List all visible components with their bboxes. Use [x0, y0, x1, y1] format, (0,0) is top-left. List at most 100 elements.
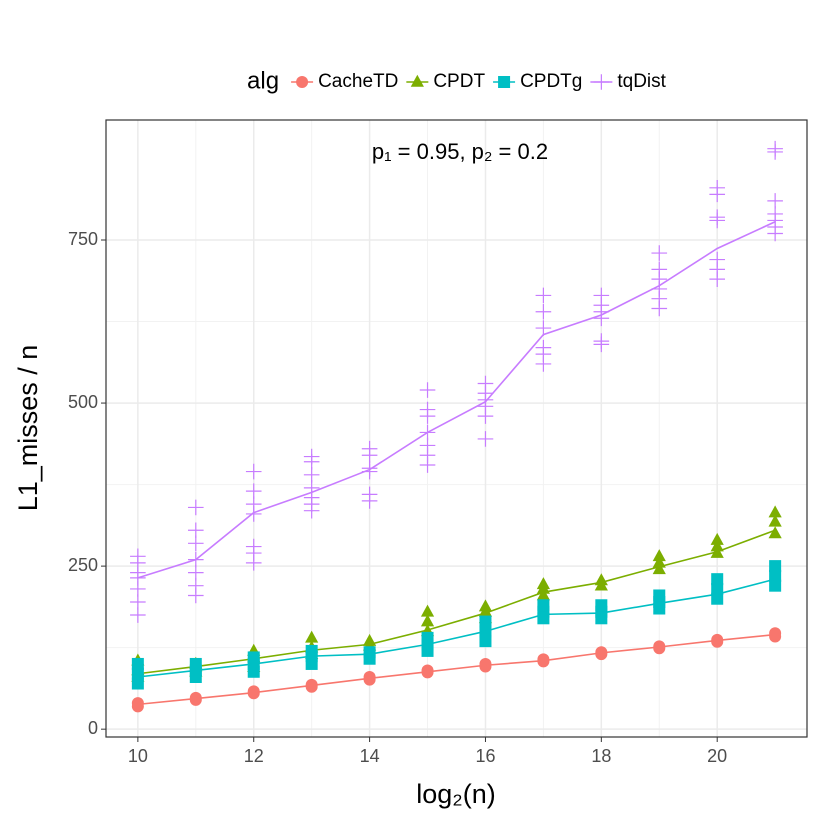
point — [479, 657, 492, 670]
x-tick-label: 20 — [707, 746, 727, 766]
point — [361, 440, 378, 457]
point — [536, 588, 551, 601]
point — [421, 631, 434, 644]
point — [595, 599, 608, 612]
legend-label: tqDist — [617, 71, 666, 92]
point — [245, 463, 262, 480]
y-axis-title: L1_misses / n — [13, 345, 43, 512]
point — [245, 496, 262, 512]
point — [535, 339, 552, 356]
point — [652, 555, 666, 568]
point — [535, 320, 552, 336]
legend-item: CacheTD — [291, 71, 398, 92]
point — [709, 180, 726, 196]
series-line — [137, 633, 776, 706]
point — [768, 505, 782, 518]
series-line — [137, 529, 776, 675]
grid — [106, 120, 807, 737]
point — [363, 670, 376, 683]
point — [769, 579, 782, 592]
point — [421, 664, 434, 677]
point — [189, 657, 202, 670]
legend: alg CacheTD CPDT CPDTg tqDist — [247, 67, 667, 94]
point — [130, 594, 146, 610]
y-tick-label: 250 — [68, 555, 98, 575]
legend-key — [410, 74, 424, 87]
legend-label: CPDT — [433, 71, 485, 92]
point — [769, 627, 782, 640]
point — [247, 651, 260, 664]
point — [187, 564, 204, 581]
point — [709, 209, 726, 225]
point — [711, 592, 724, 605]
legend-item: tqDist — [590, 71, 667, 92]
point — [767, 206, 783, 222]
legend-label: CacheTD — [318, 71, 398, 92]
point — [652, 549, 666, 562]
legend-item: CPDT — [406, 71, 485, 92]
point — [361, 460, 378, 477]
y-tick-label: 0 — [88, 718, 98, 738]
panel-border — [105, 119, 808, 738]
point — [187, 535, 204, 552]
x-axis-title: log₂(n) — [416, 779, 496, 809]
point — [130, 548, 146, 565]
point — [479, 615, 492, 628]
point — [245, 483, 262, 499]
point — [537, 599, 550, 612]
point — [247, 665, 260, 678]
point — [535, 303, 552, 320]
point — [651, 261, 668, 278]
point — [710, 539, 724, 552]
point — [535, 287, 552, 304]
point — [537, 653, 550, 666]
x-tick-label: 12 — [244, 746, 264, 766]
series-line — [137, 221, 776, 579]
legend-label: CPDTg — [520, 71, 582, 92]
point — [303, 467, 320, 483]
point — [187, 499, 204, 516]
point — [536, 577, 551, 590]
point — [419, 401, 436, 418]
marks — [130, 140, 783, 713]
point — [419, 382, 436, 398]
point — [419, 437, 436, 454]
point — [305, 630, 319, 643]
point — [477, 431, 494, 447]
point — [593, 333, 610, 349]
point — [363, 646, 376, 659]
point — [303, 448, 320, 465]
point — [131, 677, 144, 690]
point — [477, 375, 494, 392]
point — [131, 697, 144, 710]
point — [711, 582, 724, 595]
legend-key — [593, 74, 610, 90]
y-tick-label: 750 — [68, 229, 98, 249]
point — [361, 486, 378, 503]
point — [768, 526, 782, 539]
point — [767, 193, 783, 209]
point — [711, 573, 724, 586]
annotation: p₁ = 0.95, p₂ = 0.2 — [372, 139, 548, 164]
point — [652, 562, 666, 575]
point — [769, 569, 782, 582]
point — [653, 589, 666, 602]
point — [709, 251, 726, 268]
legend-key — [498, 76, 511, 88]
point — [710, 532, 724, 545]
x-tick-label: 14 — [360, 746, 380, 766]
legend-title: alg — [247, 67, 279, 94]
point — [187, 577, 204, 594]
point — [769, 560, 782, 573]
y-tick-label: 500 — [68, 392, 98, 412]
point — [767, 140, 783, 157]
point — [479, 635, 492, 648]
point — [768, 514, 782, 527]
point — [593, 287, 610, 304]
point — [420, 614, 435, 627]
point — [478, 599, 493, 612]
x-tick-label: 10 — [128, 746, 148, 766]
legend-key — [296, 76, 309, 88]
